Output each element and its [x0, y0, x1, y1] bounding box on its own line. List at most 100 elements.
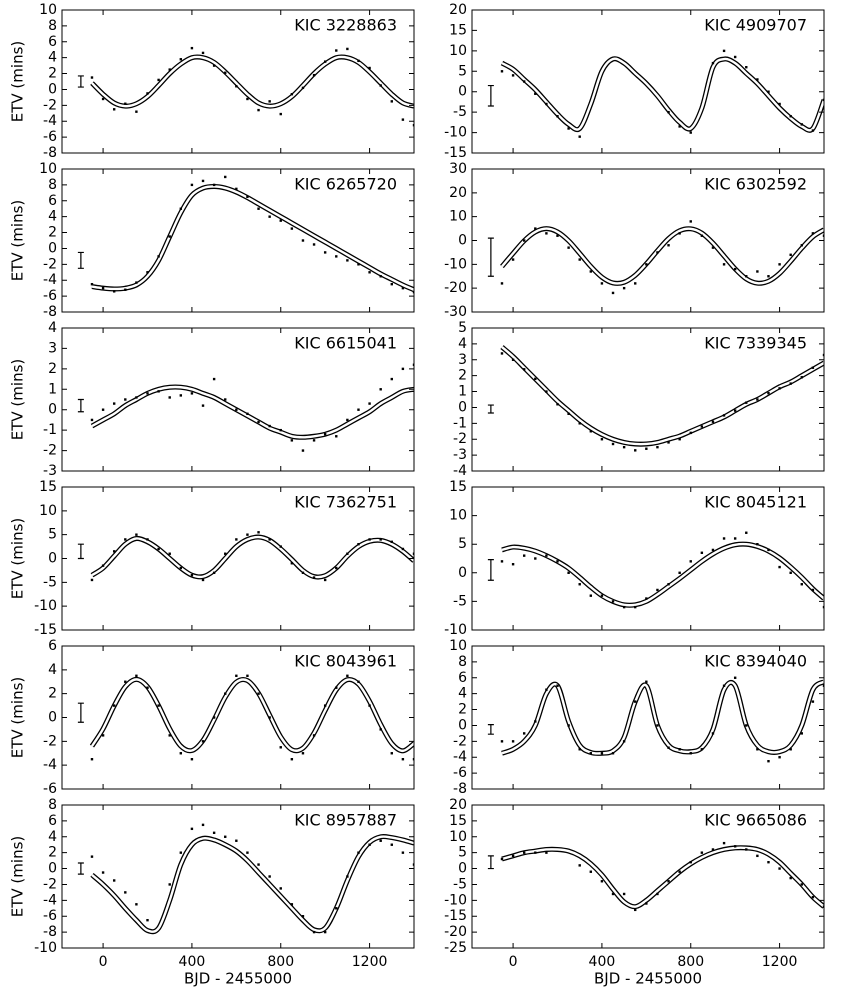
y-tick-label: 0: [458, 233, 467, 249]
data-point: [545, 688, 548, 691]
plot-area: [77, 363, 414, 452]
data-point: [257, 531, 260, 534]
axes-frame: [61, 9, 415, 154]
data-point: [522, 851, 526, 854]
data-point: [301, 915, 305, 918]
y-tick-label: 0: [48, 240, 57, 256]
data-point: [778, 263, 781, 266]
model-line-inner: [501, 346, 824, 446]
data-point: [745, 848, 748, 851]
data-point: [678, 125, 681, 128]
data-point: [268, 215, 271, 218]
data-point: [90, 855, 94, 858]
y-tick-label: 4: [48, 662, 57, 678]
y-tick-label: 3: [48, 340, 57, 356]
data-point: [789, 382, 792, 385]
data-point: [357, 543, 360, 546]
data-point: [279, 746, 282, 749]
data-point: [379, 388, 382, 391]
error-bar: [77, 543, 84, 560]
data-point: [811, 366, 815, 369]
data-point: [412, 758, 414, 761]
data-point: [689, 752, 692, 755]
data-point: [224, 175, 227, 179]
data-point: [645, 263, 648, 266]
model-line: [501, 541, 824, 608]
data-point: [678, 438, 681, 441]
data-point: [789, 876, 792, 880]
data-point: [90, 758, 94, 761]
data-point: [101, 97, 105, 101]
data-point: [235, 839, 238, 842]
data-point: [622, 892, 626, 896]
data-point: [645, 447, 648, 450]
data-point: [224, 835, 227, 838]
y-tick-label: 5: [458, 845, 467, 861]
error-bar: [487, 724, 494, 735]
y-tick-label: 8: [48, 18, 57, 34]
y-tick-label: 20: [449, 797, 467, 813]
data-point: [767, 90, 770, 93]
data-point: [190, 46, 194, 50]
y-tick-label: 6: [458, 670, 467, 686]
data-point: [268, 100, 271, 103]
data-point: [545, 102, 548, 106]
data-point: [201, 740, 205, 743]
x-tick-label: 800: [677, 954, 704, 970]
data-point: [678, 232, 681, 235]
data-point: [689, 220, 692, 223]
plot-area: [487, 49, 824, 138]
data-point: [412, 290, 414, 294]
panel-title: KIC 8394040: [704, 652, 807, 671]
data-point: [112, 108, 116, 111]
data-point: [301, 449, 305, 452]
y-tick-label: 0: [458, 399, 467, 415]
data-point: [733, 267, 737, 271]
y-tick-label: -3: [453, 447, 467, 463]
data-point: [335, 255, 338, 258]
data-point: [778, 387, 781, 390]
y-tick-label: 0: [48, 551, 57, 567]
panel-title: KIC 6302592: [704, 175, 807, 194]
panel: -15 -10 -5 0 5 10 15 20 KIC 4909707: [444, 2, 825, 161]
y-tick-label: 2: [48, 225, 57, 241]
data-point: [534, 227, 537, 230]
data-point: [346, 259, 349, 262]
data-point: [412, 123, 414, 127]
data-point: [722, 414, 726, 417]
data-point: [168, 883, 171, 886]
data-point: [401, 758, 405, 761]
model-line-inner: [501, 846, 824, 908]
data-point: [667, 880, 670, 883]
x-tick-label: 1200: [352, 954, 388, 970]
data-point: [224, 71, 227, 74]
plot-area: [77, 531, 414, 582]
data-point: [778, 867, 781, 870]
y-tick-label: 8: [458, 654, 467, 670]
error-bar: [77, 702, 84, 723]
data-point: [112, 402, 116, 405]
y-tick-label: -5: [43, 574, 57, 590]
plot-area: [77, 46, 414, 127]
data-point: [600, 438, 604, 441]
x-tick-label: 0: [99, 954, 108, 970]
data-point: [567, 127, 570, 130]
model-line-inner: [501, 680, 824, 755]
data-point: [745, 401, 748, 404]
data-point: [822, 684, 824, 687]
data-point: [611, 291, 615, 295]
model-line: [90, 833, 414, 935]
data-point: [822, 98, 824, 102]
data-point: [112, 550, 116, 553]
data-point: [335, 686, 338, 689]
data-point: [301, 239, 305, 242]
data-point: [335, 566, 338, 570]
data-point: [312, 930, 316, 934]
data-point: [556, 234, 559, 237]
data-point: [534, 92, 537, 95]
data-point: [323, 251, 327, 254]
data-point: [567, 571, 570, 574]
